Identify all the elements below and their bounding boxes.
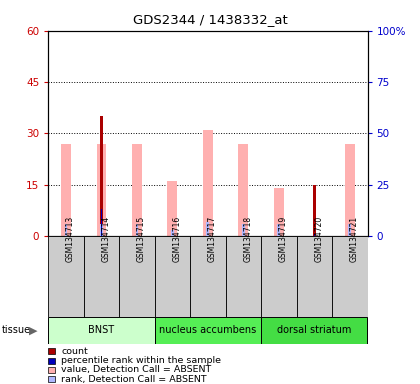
Text: count: count bbox=[61, 347, 88, 356]
FancyBboxPatch shape bbox=[48, 236, 84, 317]
Text: GSM134717: GSM134717 bbox=[208, 215, 217, 262]
FancyBboxPatch shape bbox=[332, 236, 368, 317]
Bar bbox=[314, 234, 315, 236]
Text: GSM134713: GSM134713 bbox=[66, 215, 75, 262]
FancyBboxPatch shape bbox=[119, 236, 155, 317]
Bar bbox=[274, 188, 284, 236]
Bar bbox=[345, 144, 355, 236]
FancyBboxPatch shape bbox=[155, 236, 190, 317]
Text: GSM134714: GSM134714 bbox=[102, 215, 110, 262]
Bar bbox=[168, 181, 177, 236]
Text: GSM134719: GSM134719 bbox=[279, 215, 288, 262]
Bar bbox=[261, 317, 368, 344]
Text: percentile rank within the sample: percentile rank within the sample bbox=[61, 356, 221, 365]
Bar bbox=[239, 144, 248, 236]
Bar bbox=[101, 209, 102, 236]
FancyBboxPatch shape bbox=[226, 236, 261, 317]
Text: dorsal striatum: dorsal striatum bbox=[277, 325, 352, 335]
Text: GSM134715: GSM134715 bbox=[137, 215, 146, 262]
Text: GSM134720: GSM134720 bbox=[314, 215, 323, 262]
Text: GSM134716: GSM134716 bbox=[173, 215, 181, 262]
Bar bbox=[348, 224, 351, 236]
Bar bbox=[136, 224, 138, 236]
Bar bbox=[61, 144, 71, 236]
Bar bbox=[242, 224, 245, 236]
Bar bbox=[203, 130, 213, 236]
FancyBboxPatch shape bbox=[297, 236, 332, 317]
Bar bbox=[65, 224, 68, 236]
Text: tissue: tissue bbox=[2, 325, 31, 335]
Bar bbox=[48, 317, 155, 344]
Text: GDS2344 / 1438332_at: GDS2344 / 1438332_at bbox=[133, 13, 287, 26]
Bar bbox=[100, 224, 103, 236]
Bar bbox=[97, 144, 106, 236]
Bar bbox=[278, 224, 280, 236]
Bar bbox=[312, 185, 316, 236]
Text: BNST: BNST bbox=[89, 325, 115, 335]
Text: GSM134718: GSM134718 bbox=[243, 215, 252, 262]
Text: value, Detection Call = ABSENT: value, Detection Call = ABSENT bbox=[61, 365, 212, 374]
Bar bbox=[100, 116, 103, 236]
Text: rank, Detection Call = ABSENT: rank, Detection Call = ABSENT bbox=[61, 374, 207, 384]
Bar bbox=[207, 222, 209, 236]
FancyBboxPatch shape bbox=[261, 236, 297, 317]
Text: nucleus accumbens: nucleus accumbens bbox=[159, 325, 257, 335]
Bar bbox=[155, 317, 261, 344]
Bar bbox=[132, 144, 142, 236]
FancyBboxPatch shape bbox=[190, 236, 226, 317]
Text: ▶: ▶ bbox=[29, 325, 37, 335]
FancyBboxPatch shape bbox=[84, 236, 119, 317]
Text: GSM134721: GSM134721 bbox=[350, 215, 359, 262]
Bar bbox=[171, 230, 174, 236]
